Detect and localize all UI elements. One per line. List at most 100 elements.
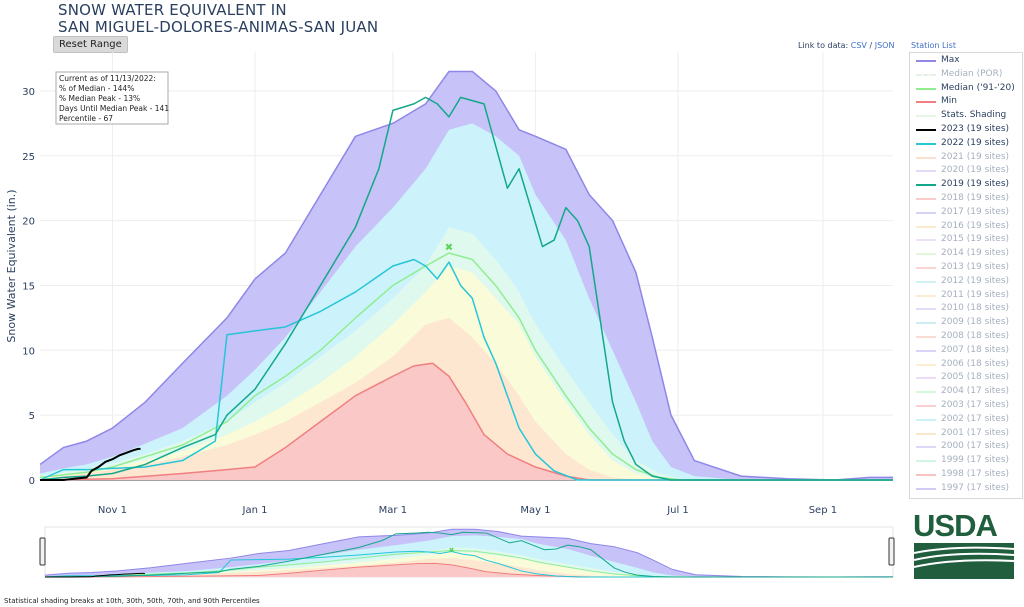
- x-tick-label: Nov 1: [98, 505, 127, 516]
- legend-label: 2019 (19 sites): [941, 179, 1010, 190]
- legend-swatch: [916, 184, 936, 187]
- legend-swatch: [916, 336, 936, 338]
- x-tick-label: Sep 1: [809, 505, 837, 516]
- legend-swatch: [916, 239, 936, 242]
- legend-swatch: [916, 73, 936, 76]
- info-box-line: % Median Peak - 13%: [59, 94, 140, 103]
- reset-range-button[interactable]: Reset Range: [53, 36, 128, 53]
- range-series-4: [44, 531, 893, 578]
- legend-label: 2010 (18 sites): [941, 303, 1010, 314]
- legend-label: 2020 (19 sites): [941, 165, 1010, 176]
- info-box-line: Current as of 11/13/2022:: [59, 74, 156, 83]
- median-peak-marker: ✖: [445, 243, 453, 254]
- legend-swatch: [916, 363, 936, 366]
- legend-swatch: [916, 225, 936, 228]
- legend-swatch: [916, 487, 936, 490]
- legend-label: 2003 (17 sites): [941, 400, 1010, 410]
- legend-swatch: [916, 170, 936, 173]
- series-line-0: [39, 70, 893, 481]
- legend-swatch: [916, 60, 936, 62]
- info-box-line: Percentile - 67: [59, 114, 113, 123]
- range-handle-right[interactable]: [888, 537, 895, 566]
- y-axis-label: Snow Water Equivalent (in.): [5, 189, 18, 342]
- legend-label: 2009 (18 sites): [941, 317, 1010, 328]
- legend-label: 2014 (19 sites): [941, 248, 1010, 259]
- x-tick-label: Jan 1: [242, 505, 268, 516]
- x-tick-label: Mar 1: [379, 505, 407, 516]
- legend-label: 2004 (17 sites): [941, 386, 1010, 397]
- station-list-link[interactable]: Station List: [911, 41, 956, 50]
- range-median-peak-marker: ✖: [449, 547, 455, 555]
- link-separator: /: [869, 41, 873, 50]
- csv-link[interactable]: CSV: [850, 41, 867, 50]
- range-series-0: [44, 528, 893, 578]
- series-line-3: [39, 258, 893, 481]
- usda-logo-mark: [914, 543, 1014, 579]
- legend-label: 2021 (19 sites): [941, 151, 1010, 162]
- y-tick-label: 10: [22, 346, 35, 357]
- range-series-5: [45, 572, 145, 578]
- shading-footnote: Statistical shading breaks at 10th, 30th…: [4, 597, 260, 605]
- main-chart[interactable]: ✖ 0 5 10 15 20 25 30 Nov 1 Jan 1 Mar 1 May 1 Jul 1 S…: [0, 0, 905, 600]
- x-tick-label: Jul 1: [666, 505, 689, 516]
- legend-swatch: [916, 377, 936, 380]
- legend-swatch: [916, 115, 936, 118]
- y-tick-label: 20: [22, 217, 35, 228]
- legend-swatch: [916, 87, 936, 90]
- range-band-min: [45, 563, 893, 577]
- series-line-2: [39, 362, 893, 481]
- legend-swatch: [916, 294, 936, 297]
- legend-swatch: [916, 349, 936, 352]
- legend-label: 2012 (19 sites): [941, 275, 1010, 286]
- legend: Max Median (POR) Median ('91-'20) Min Stats.…: [909, 52, 1023, 499]
- legend-label: Max: [941, 55, 960, 65]
- y-tick-label: 5: [29, 411, 35, 422]
- range-band-p30: [45, 558, 893, 577]
- y-tick-label: 25: [22, 152, 35, 163]
- legend-label: Stats. Shading: [941, 110, 1007, 121]
- legend-label: Median ('91-'20): [941, 82, 1015, 93]
- legend-swatch: [916, 460, 936, 463]
- legend-swatch: [916, 432, 936, 435]
- legend-swatch: [916, 142, 936, 145]
- legend-label: 2006 (18 sites): [941, 358, 1010, 369]
- legend-label: Min: [941, 96, 957, 107]
- x-tick-label: May 1: [520, 505, 550, 516]
- y-tick-label: 0: [29, 476, 35, 487]
- legend-label: 2013 (19 sites): [941, 262, 1010, 272]
- usda-logo-text: USDA: [913, 508, 998, 543]
- legend-swatch: [916, 156, 936, 159]
- range-handle-left[interactable]: [39, 537, 46, 566]
- legend-swatch: [916, 101, 936, 104]
- legend-label: 2002 (17 sites): [941, 413, 1010, 424]
- legend-swatch: [916, 308, 936, 311]
- legend-swatch: [916, 418, 936, 421]
- legend-label: 1998 (17 sites): [941, 469, 1010, 479]
- legend-swatch: [916, 211, 936, 214]
- legend-label: 2001 (17 sites): [941, 427, 1010, 438]
- legend-swatch: [916, 391, 936, 394]
- legend-swatch: [916, 198, 936, 200]
- info-box-line: % of Median - 144%: [59, 84, 134, 93]
- legend-label: 2008 (18 sites): [941, 331, 1010, 341]
- legend-label: 2017 (19 sites): [941, 206, 1010, 217]
- legend-label: Median (POR): [941, 68, 1003, 79]
- json-link[interactable]: JSON: [874, 41, 895, 50]
- y-tick-label: 30: [22, 87, 35, 98]
- legend-label: 2016 (19 sites): [941, 220, 1010, 231]
- series-line-1: [39, 252, 893, 481]
- chart-title: SNOW WATER EQUIVALENT IN SAN MIGUEL-DOLO…: [58, 2, 378, 36]
- legend-swatch: [916, 474, 936, 476]
- legend-label: 2022 (19 sites): [941, 137, 1010, 148]
- info-box-line: Days Until Median Peak - 141: [59, 104, 169, 113]
- shading-band-p30: [40, 317, 893, 480]
- legend-label: 2023 (19 sites): [941, 124, 1010, 134]
- range-series-1: [44, 549, 893, 578]
- title-line-2: SAN MIGUEL-DOLORES-ANIMAS-SAN JUAN: [58, 18, 379, 36]
- legend-label: 2005 (18 sites): [941, 372, 1010, 383]
- series-line-4: [39, 96, 893, 481]
- info-box: [55, 71, 169, 125]
- legend-swatch: [916, 280, 936, 283]
- range-series-3: [44, 550, 893, 578]
- legend-swatch: [916, 322, 936, 325]
